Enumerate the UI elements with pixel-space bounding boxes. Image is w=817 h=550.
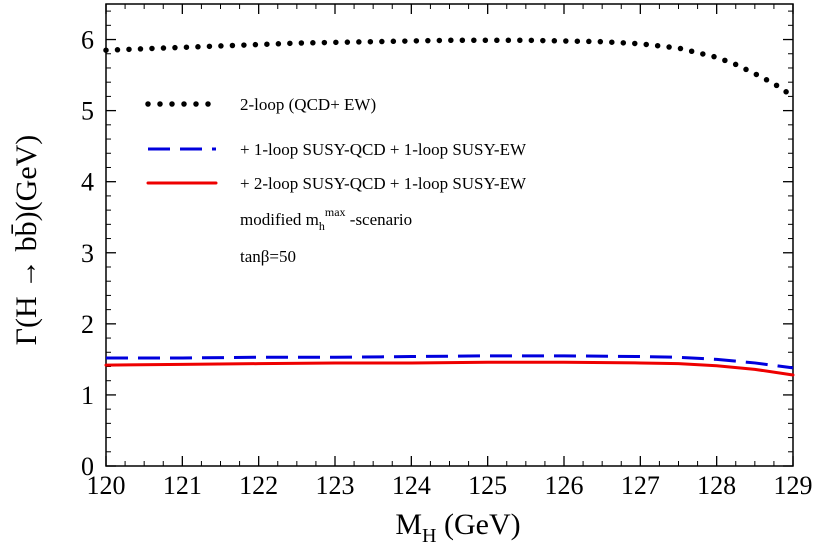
y-tick-label: 6 xyxy=(81,26,94,55)
y-tick-label: 1 xyxy=(81,381,94,410)
series-line-3 xyxy=(104,360,795,377)
plot-frame xyxy=(105,3,794,467)
x-tick-label: 122 xyxy=(239,471,278,500)
legend-label-2: + 1-loop SUSY-QCD + 1-loop SUSY-EW xyxy=(240,140,527,159)
y-tick-label: 3 xyxy=(81,239,94,268)
series-line-1 xyxy=(103,37,796,100)
x-tick-label: 123 xyxy=(316,471,355,500)
plot-border xyxy=(105,3,794,467)
x-tick-label: 124 xyxy=(392,471,431,500)
axis-ticks xyxy=(105,4,794,467)
x-tick-label: 125 xyxy=(468,471,507,500)
scenario-note: modified mhmax -scenario xyxy=(240,205,412,233)
legend-label-1: 2-loop (QCD+ EW) xyxy=(240,95,376,114)
legend-label-3: + 2-loop SUSY-QCD + 1-loop SUSY-EW xyxy=(240,174,527,193)
annotations: modified mhmax -scenario tanβ=50 xyxy=(240,205,412,266)
y-tick-label: 2 xyxy=(81,310,94,339)
x-tick-label: 129 xyxy=(774,471,813,500)
legend: 2-loop (QCD+ EW) + 1-loop SUSY-QCD + 1-lo… xyxy=(145,95,527,193)
tanbeta-note: tanβ=50 xyxy=(240,247,296,266)
y-axis-title: Γ(H → bb̄)(GeV) xyxy=(10,135,43,346)
x-tick-label: 126 xyxy=(545,471,584,500)
x-tick-label: 120 xyxy=(87,471,126,500)
y-tick-label: 0 xyxy=(81,452,94,481)
x-axis-title: MH (GeV) xyxy=(395,508,520,547)
x-tick-label: 127 xyxy=(621,471,660,500)
y-tick-label: 4 xyxy=(81,168,94,197)
y-tick-label: 5 xyxy=(81,97,94,126)
x-tick-label: 121 xyxy=(163,471,202,500)
series-layer xyxy=(103,37,796,377)
x-tick-label: 128 xyxy=(697,471,736,500)
series-line-2 xyxy=(106,354,794,370)
